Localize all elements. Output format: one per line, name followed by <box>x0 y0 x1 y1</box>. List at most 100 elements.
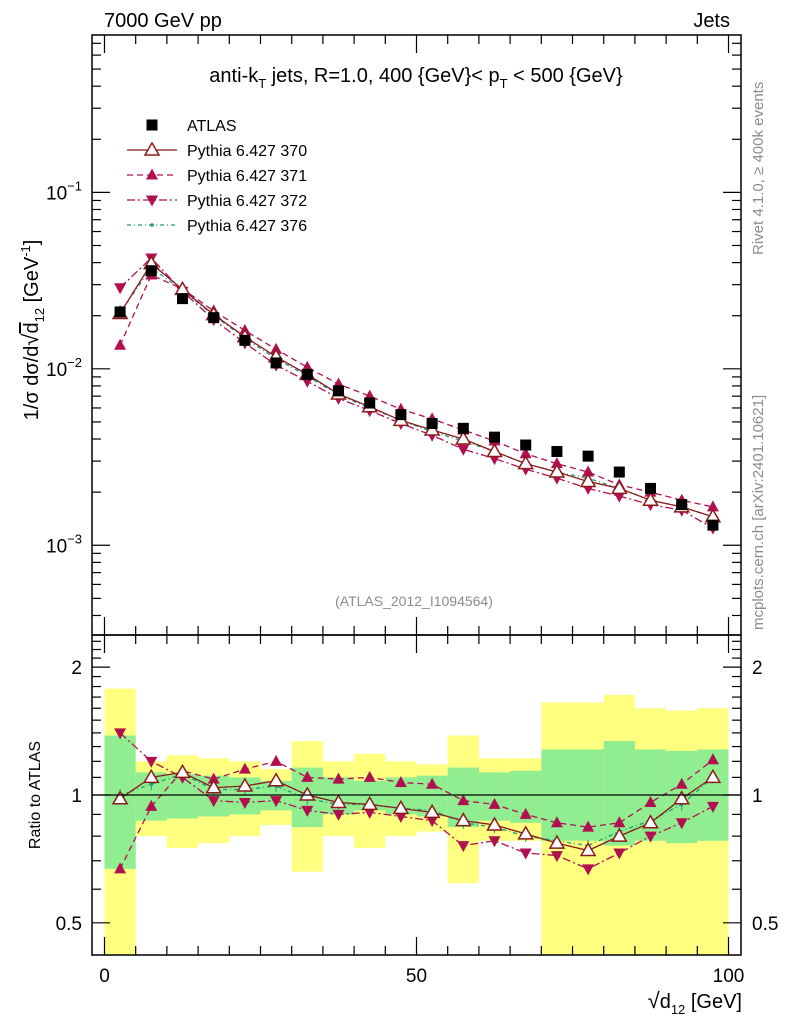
atlas-point <box>208 312 220 324</box>
atlas-point <box>332 385 344 397</box>
atlas-point <box>426 417 438 429</box>
analysis-watermark: (ATLAS_2012_I1094564) <box>335 593 493 609</box>
atlas-point <box>676 499 688 511</box>
ratio-bands <box>104 688 729 955</box>
atlas-point <box>145 265 157 277</box>
ratio-pythia-6-427-371-point <box>519 807 532 819</box>
atlas-point <box>707 519 719 531</box>
ratio-pythia-6-427-372-point <box>675 818 688 830</box>
ratio-pythia-6-427-372-point <box>301 805 314 817</box>
ratio-pythia-6-427-372-point <box>363 807 376 819</box>
pythia-6-427-370-point <box>517 455 535 470</box>
ratio-pythia-6-427-371-point <box>550 816 563 828</box>
ratio-pythia-6-427-370-point <box>486 816 503 831</box>
ratio-pythia-6-427-372-point <box>613 848 626 860</box>
atlas-point <box>613 466 625 478</box>
ratio-pythia-6-427-371-point <box>270 754 283 766</box>
pythia-6-427-370-point <box>423 421 441 436</box>
ratio-pythia-6-427-371-point <box>332 772 345 784</box>
chart-title: anti-kT jets, R=1.0, 400 {GeV}< pT < 500… <box>209 65 623 91</box>
pythia-6-427-371-point <box>519 447 532 459</box>
ratio-y-tick-label-right: 1 <box>752 786 763 807</box>
legend: ATLAS Pythia 6.427 370 Pythia 6.427 371 Pyt… <box>127 118 307 235</box>
ratio-y-tick-label: 0.5 <box>56 914 82 935</box>
ratio-y-tick-label-right: 2 <box>752 658 763 679</box>
atlas-point <box>239 334 251 346</box>
svg-text:1/σ dσ/d√d12 [GeV-1]: 1/σ dσ/d√d12 [GeV-1] <box>18 240 47 421</box>
y-tick-label: 10−3 <box>46 531 82 557</box>
ratio-pythia-6-427-371-point <box>613 816 626 828</box>
ratio-pythia-6-427-372-point <box>114 728 127 740</box>
ratio-pythia-6-427-371-point <box>582 820 595 832</box>
pythia-6-427-372-line <box>119 257 714 529</box>
ratio-pythia-6-427-370-point <box>392 799 410 815</box>
ratio-pythia-6-427-370-point <box>704 768 722 784</box>
ratio-pythia-6-427-371-point <box>114 862 127 874</box>
ratio-pythia-6-427-371-point <box>706 753 719 765</box>
atlas-point <box>582 450 594 462</box>
legend-marker-pythia-6-427-376 <box>150 223 154 227</box>
ratio-pythia-6-427-370-point <box>423 803 441 819</box>
ratio-y-tick-label-right: 0.5 <box>752 914 778 935</box>
ratio-pythia-6-427-371-point <box>644 795 657 807</box>
ratio-pythia-6-427-371-point <box>363 770 376 782</box>
ratio-pythia-6-427-372-point <box>207 796 220 808</box>
atlas-point <box>114 306 126 318</box>
y-tick-label: 10−2 <box>46 355 82 381</box>
ratio-pythia-6-427-372-point <box>706 801 719 813</box>
ratio-pythia-6-427-370-point <box>454 812 472 827</box>
ratio-pythia-6-427-370-point <box>298 786 316 801</box>
legend-label-pythia-6-427-371: Pythia 6.427 371 <box>187 168 307 185</box>
ratio-pythia-6-427-371-point <box>301 770 314 782</box>
ratio-pythia-6-427-376-point <box>149 782 154 787</box>
ratio-pythia-6-427-370-point <box>174 763 191 779</box>
ratio-pythia-6-427-371-point <box>675 777 688 789</box>
ratio-pythia-6-427-370-point <box>579 842 597 857</box>
ratio-pythia-6-427-370-point <box>642 814 659 829</box>
atlas-point <box>364 397 376 409</box>
ratio-pythia-6-427-371-point <box>426 777 439 789</box>
ratio-pythia-6-427-370-point <box>111 790 129 805</box>
atlas-point <box>645 482 657 494</box>
header-right: Jets <box>693 10 730 32</box>
pythia-6-427-370-point <box>548 463 566 478</box>
ratio-pythia-6-427-372-point <box>270 796 283 808</box>
main-series <box>111 253 722 535</box>
y-tick-label: 10−1 <box>46 178 82 204</box>
ratio-pythia-6-427-371-point <box>457 794 470 806</box>
ratio-pythia-6-427-371-point <box>238 762 251 774</box>
atlas-point <box>301 368 313 380</box>
ratio-pythia-6-427-370-point <box>611 827 628 842</box>
pythia-6-427-370-point <box>579 472 597 488</box>
ratio-pythia-6-427-372-point <box>488 836 501 848</box>
pythia-6-427-370-line <box>119 262 714 518</box>
ratio-pythia-6-427-372-point <box>519 848 532 860</box>
pythia-6-427-371-point <box>550 457 563 469</box>
x-axis-label: √d12 [GeV] <box>648 988 742 1017</box>
x-tick-label: 100 <box>713 966 745 987</box>
pythia-6-427-370-point <box>642 491 659 506</box>
ratio-pythia-6-427-371-point <box>394 775 407 787</box>
ratio-pythia-6-427-372-point <box>582 864 595 876</box>
rivet-label: Rivet 4.1.0, ≥ 400k events <box>750 82 767 255</box>
atlas-point <box>176 293 188 305</box>
atlas-point <box>551 445 563 457</box>
atlas-point <box>270 357 282 369</box>
ratio-pythia-6-427-370-point <box>548 834 566 849</box>
ratio-pythia-6-427-372-point <box>457 841 470 853</box>
ratio-pythia-6-427-371-point <box>207 772 220 784</box>
atlas-point <box>457 422 469 434</box>
ratio-pythia-6-427-372-point <box>145 756 158 768</box>
ratio-pythia-6-427-370-point <box>361 795 379 811</box>
ratio-y-tick-label: 2 <box>71 658 82 679</box>
ratio-pythia-6-427-372-point <box>332 809 345 821</box>
pythia-6-427-372-point <box>613 491 626 503</box>
legend-marker-pythia-6-427-371 <box>146 168 158 180</box>
legend-label-pythia-6-427-370: Pythia 6.427 370 <box>187 143 307 160</box>
ratio-series <box>111 728 722 876</box>
ratio-y-tick-label: 1 <box>71 786 82 807</box>
y-axis-label: 1/σ dσ/d√d12 [GeV-1] <box>18 240 47 421</box>
legend-marker-pythia-6-427-372 <box>146 195 158 207</box>
ratio-pythia-6-427-371-point <box>488 797 501 809</box>
